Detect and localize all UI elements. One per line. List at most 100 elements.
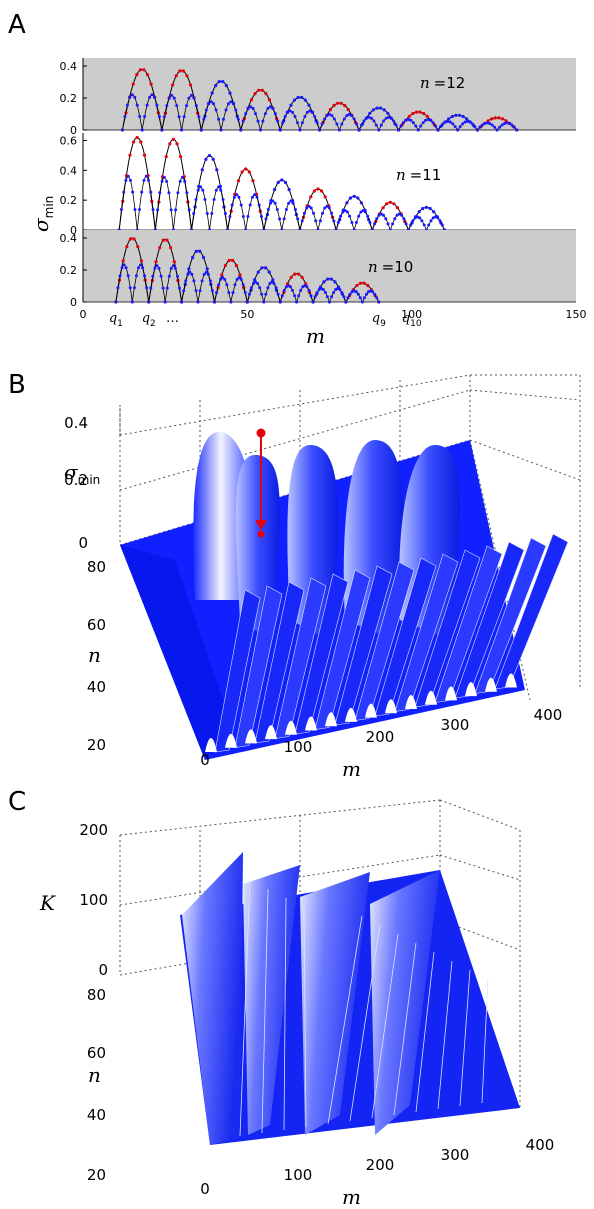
envelope-arc [154, 138, 192, 231]
surface-notch [365, 703, 377, 718]
data-point [341, 210, 345, 214]
data-point [210, 91, 214, 95]
data-point [266, 286, 270, 290]
inner-arc [371, 213, 391, 231]
n-tick-label: 60 [87, 616, 106, 634]
data-point [386, 222, 390, 226]
data-point [298, 128, 302, 132]
surface-notch [265, 725, 277, 740]
surface-rib [371, 933, 399, 1119]
data-point [145, 286, 149, 290]
data-point [160, 179, 164, 183]
data-point [171, 264, 175, 268]
data-point [379, 212, 383, 216]
data-point [142, 153, 147, 157]
data-point [493, 116, 497, 120]
panel-a-xlabel: m [306, 324, 325, 348]
data-point [269, 201, 272, 205]
y-tick-label: 0 [70, 224, 77, 237]
data-point [358, 281, 363, 285]
data-point [503, 122, 506, 125]
data-point [438, 125, 442, 129]
data-point [155, 103, 159, 107]
panel-b-surface: 0 0.2 0.4 20 40 60 80 0 100 200 300 400 σmin n m [64, 374, 581, 781]
data-point [204, 108, 208, 112]
data-point [416, 128, 420, 132]
data-point [323, 291, 327, 294]
envelope-arc [371, 201, 409, 231]
data-point [196, 188, 200, 192]
data-point [343, 103, 347, 108]
data-point [163, 300, 167, 304]
data-point [263, 112, 267, 116]
data-point [480, 123, 484, 127]
data-point [143, 274, 147, 278]
data-point [293, 115, 297, 118]
data-point [350, 221, 354, 224]
data-point [357, 214, 361, 218]
data-point [241, 283, 245, 287]
data-point [443, 120, 447, 124]
data-point [418, 110, 422, 114]
subplot-shade [83, 230, 576, 302]
n-tick-label: 40 [87, 678, 106, 696]
data-point [235, 277, 239, 281]
data-point [359, 201, 363, 205]
data-point [336, 101, 340, 105]
data-point [461, 122, 465, 126]
q-label: q1 [109, 311, 123, 329]
data-point [282, 217, 286, 221]
data-point [402, 217, 406, 221]
x-tick-label: 0 [80, 308, 87, 321]
data-point [320, 122, 324, 126]
data-point [274, 286, 278, 290]
data-point [215, 291, 218, 295]
n-tick-label: 60 [87, 1044, 106, 1062]
data-point [182, 115, 186, 119]
data-point [352, 194, 356, 198]
data-point [271, 199, 275, 203]
data-point [138, 115, 142, 118]
data-point [184, 279, 188, 283]
data-point [356, 196, 360, 200]
data-point [322, 280, 326, 284]
data-point [169, 246, 173, 250]
surface-rib [327, 915, 363, 1125]
data-point [239, 277, 243, 281]
data-point [212, 102, 216, 106]
data-point [249, 98, 254, 102]
surface-rib [437, 960, 453, 1110]
data-point [468, 120, 472, 124]
data-point [256, 282, 260, 285]
data-point [180, 175, 184, 179]
z-tick-label: 200 [79, 821, 108, 839]
data-point [343, 209, 347, 212]
data-point [161, 238, 165, 242]
data-point [367, 115, 371, 119]
data-point [142, 68, 146, 72]
data-point [352, 117, 356, 121]
data-point [384, 116, 388, 120]
data-point [151, 274, 155, 278]
data-point [176, 274, 179, 278]
data-point [368, 111, 372, 115]
data-point [159, 274, 163, 278]
data-point [283, 180, 288, 185]
data-point [275, 208, 279, 211]
data-point [173, 266, 177, 270]
data-point [330, 211, 334, 215]
data-point [512, 125, 516, 129]
data-point [213, 300, 216, 304]
surface-rib [294, 573, 349, 735]
data-point [382, 119, 386, 123]
surface-notch [425, 690, 437, 705]
data-point [307, 103, 311, 107]
data-point [287, 201, 291, 205]
data-point [227, 258, 231, 263]
data-point [310, 110, 314, 114]
data-point [260, 88, 264, 92]
data-point [373, 222, 376, 226]
data-point [283, 115, 287, 118]
data-point [400, 213, 404, 217]
data-point [175, 104, 179, 108]
